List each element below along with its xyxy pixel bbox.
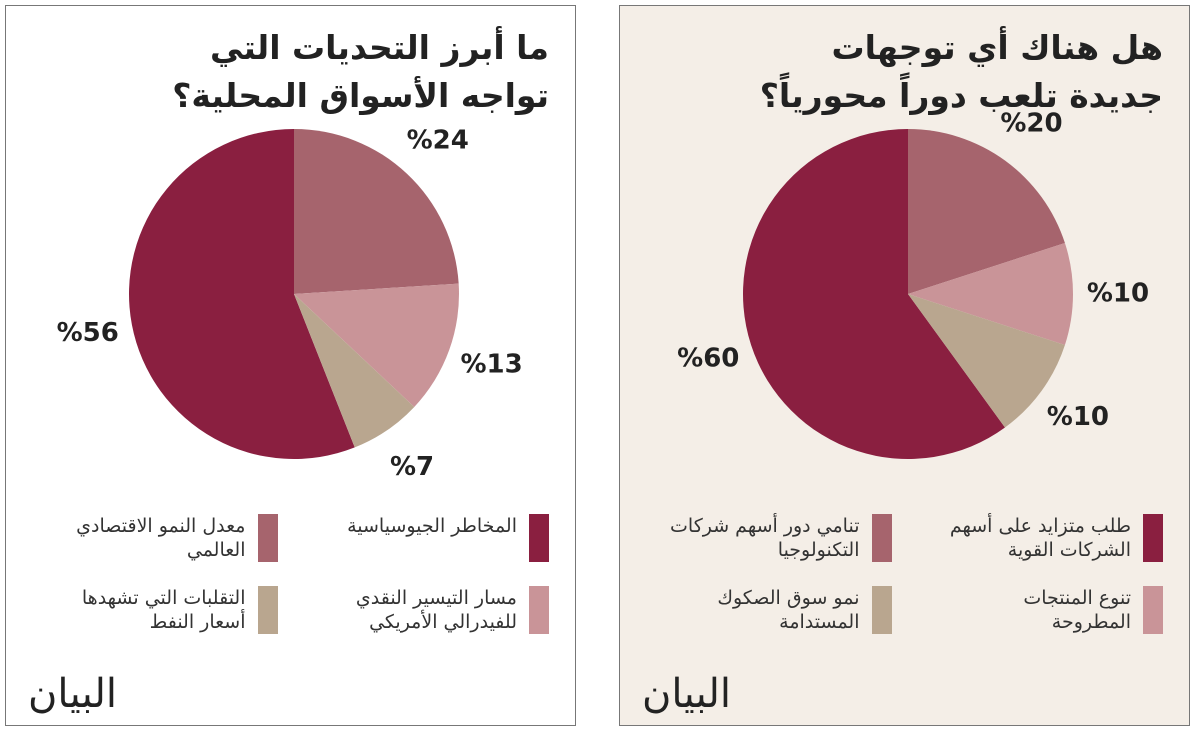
pie-slice (294, 283, 459, 407)
legend-swatch (257, 514, 278, 562)
pie-chart: %56 %24 %13 %7 (57, 125, 523, 482)
pie-slice (908, 294, 1065, 428)
brand-logo: البيان (28, 671, 118, 717)
value-label: %60 (677, 343, 739, 373)
legend-label: المخاطر الجيوسياسية (347, 515, 517, 537)
legend-label: معدل النمو الاقتصادي العالمي (76, 515, 246, 561)
legend-item: تنامي دور أسهم شركات التكنولوجيا (640, 514, 892, 562)
legend-swatch (1143, 586, 1163, 634)
legend-item: مسار التيسير النقدي للفيدرالي الأمريكي (298, 586, 549, 634)
pie-slice (294, 129, 459, 294)
legend-label: مسار التيسير النقدي للفيدرالي الأمريكي (355, 587, 517, 633)
pie-slice (908, 129, 1065, 294)
legend-item: طلب متزايد على أسهم الشركات القوية (912, 514, 1163, 562)
legend-item: تنوع المنتجات المطروحة (912, 586, 1163, 634)
legend-label: التقلبات التي تشهدها أسعار النفط (81, 587, 246, 633)
value-label: %13 (460, 350, 522, 380)
legend-item: نمو سوق الصكوك المستدامة (640, 586, 892, 634)
value-label: %7 (390, 452, 434, 482)
legend-label: تنوع المنتجات المطروحة (1023, 587, 1131, 633)
legend-label: طلب متزايد على أسهم الشركات القوية (949, 515, 1131, 561)
legend-swatch (529, 586, 549, 634)
legend-item: معدل النمو الاقتصادي العالمي (26, 514, 278, 562)
pie-chart: %60 %20 %10 %10 (677, 109, 1149, 459)
legend-label: نمو سوق الصكوك المستدامة (717, 587, 860, 633)
pie-slice (742, 129, 1005, 459)
pie-slice (294, 294, 415, 448)
value-label: %10 (1087, 279, 1149, 309)
legend-swatch (529, 514, 549, 562)
legend-item: المخاطر الجيوسياسية (298, 514, 549, 562)
legend-swatch (1143, 514, 1163, 562)
panel: ما أبرز التحديات التي تواجه الأسواق المح… (5, 5, 576, 726)
chart-title: ما أبرز التحديات التي تواجه الأسواق المح… (172, 28, 549, 115)
chart-title: هل هناك أي توجهات جديدة تلعب دوراً محوري… (759, 28, 1163, 115)
value-label: %56 (57, 318, 119, 348)
legend: طلب متزايد على أسهم الشركات القوية تنامي … (640, 514, 1163, 634)
legend-swatch (871, 586, 892, 634)
legend-swatch (257, 586, 278, 634)
legend-swatch (871, 514, 892, 562)
pie-slice (908, 243, 1073, 345)
value-label: %10 (1047, 402, 1109, 432)
value-label: %24 (407, 125, 469, 155)
legend: المخاطر الجيوسياسية معدل النمو الاقتصادي … (26, 514, 549, 634)
legend-item: التقلبات التي تشهدها أسعار النفط (26, 586, 278, 634)
legend-label: تنامي دور أسهم شركات التكنولوجيا (670, 515, 860, 561)
value-label: %20 (1000, 109, 1062, 139)
panel: هل هناك أي توجهات جديدة تلعب دوراً محوري… (619, 5, 1190, 726)
brand-logo: البيان (642, 671, 732, 717)
pie-slice (129, 129, 355, 459)
